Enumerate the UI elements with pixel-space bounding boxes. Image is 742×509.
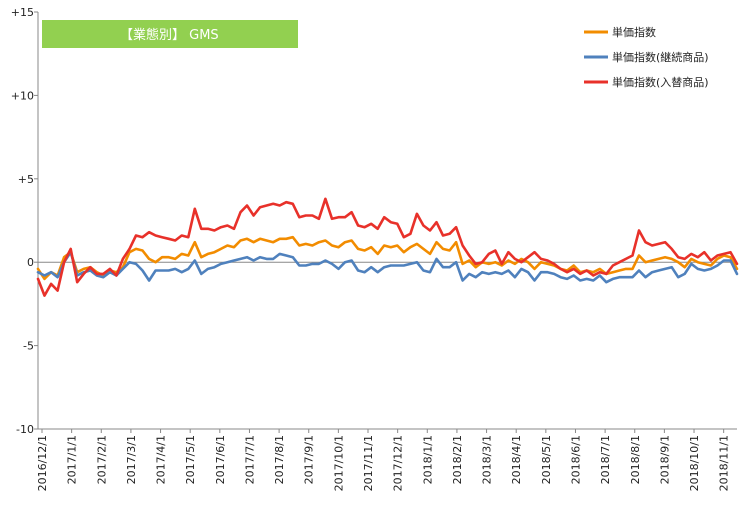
y-tick-label: +5	[18, 173, 34, 186]
x-tick-label: 2017/3/1	[125, 435, 138, 484]
x-tick-label: 2017/7/1	[243, 435, 256, 484]
legend-label-1: 単価指数(継続商品)	[612, 50, 709, 64]
x-tick-label: 2018/1/1	[421, 435, 434, 484]
x-tick-label: 2017/11/1	[362, 435, 375, 491]
x-tick-label: 2017/10/1	[332, 435, 345, 491]
chart-badge: 【業態別】 GMS	[42, 20, 298, 48]
y-tick-label: -10	[16, 423, 34, 436]
legend-label-2: 単価指数(入替商品)	[612, 75, 709, 89]
series-line-1	[36, 250, 739, 284]
x-tick-labels: 2016/12/1 2017/1/1 2017/2/1 2017/3/1 2017/4/…	[36, 435, 731, 491]
x-tick-label: 2018/4/1	[510, 435, 523, 484]
x-tick-label: 2018/7/1	[599, 435, 612, 484]
series-line-0	[36, 235, 739, 281]
y-tick-labels: +15 +10 +5 0 -5 -10	[11, 6, 34, 436]
series-lines	[36, 197, 739, 297]
x-tick-label: 2017/6/1	[214, 435, 227, 484]
y-tick-label: 0	[27, 256, 34, 269]
chart-badge-background	[42, 20, 298, 48]
x-tick-label: 2017/5/1	[184, 435, 197, 484]
x-tick-label: 2018/3/1	[481, 435, 494, 484]
x-tick-label: 2018/2/1	[451, 435, 464, 484]
x-tick-label: 2018/6/1	[569, 435, 582, 484]
x-tick-label: 2017/2/1	[95, 435, 108, 484]
x-tick-label: 2018/9/1	[658, 435, 671, 484]
x-tick-label: 2017/9/1	[303, 435, 316, 484]
x-tick-label: 2017/8/1	[273, 435, 286, 484]
x-tick-label: 2018/8/1	[629, 435, 642, 484]
chart-badge-label: 【業態別】 GMS	[120, 27, 219, 43]
x-tick-label: 2017/1/1	[66, 435, 79, 484]
x-tick-label: 2016/12/1	[36, 435, 49, 491]
y-tick-label: +10	[11, 89, 34, 102]
x-tick-label: 2018/11/1	[718, 435, 731, 491]
x-tick-label: 2017/12/1	[392, 435, 405, 491]
x-tick-label: 2017/4/1	[155, 435, 168, 484]
y-tick-label: +15	[11, 6, 34, 19]
series-line-2	[36, 197, 739, 297]
y-tick-label: -5	[23, 340, 34, 353]
x-tick-label: 2018/5/1	[540, 435, 553, 484]
legend-label-0: 単価指数	[612, 25, 656, 39]
x-tick-label: 2018/10/1	[688, 435, 701, 491]
